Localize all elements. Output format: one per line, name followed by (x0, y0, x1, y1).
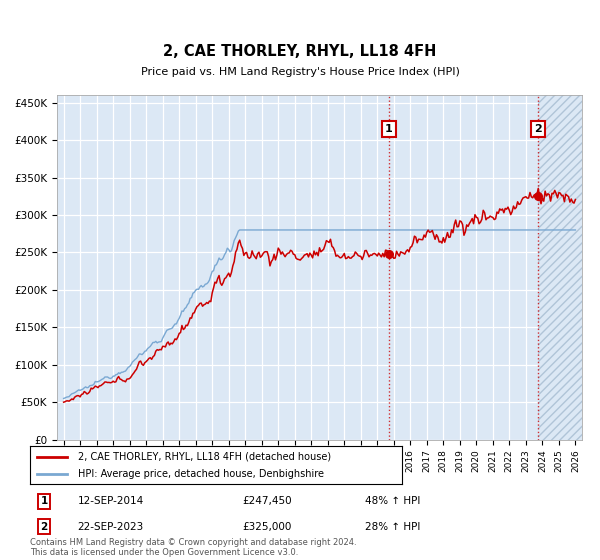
Text: 2, CAE THORLEY, RHYL, LL18 4FH (detached house): 2, CAE THORLEY, RHYL, LL18 4FH (detached… (79, 451, 331, 461)
Text: 22-SEP-2023: 22-SEP-2023 (77, 521, 143, 531)
Text: Contains HM Land Registry data © Crown copyright and database right 2024.
This d: Contains HM Land Registry data © Crown c… (30, 538, 356, 557)
Text: £247,450: £247,450 (242, 496, 292, 506)
Text: 1: 1 (40, 496, 47, 506)
Text: 2: 2 (533, 124, 541, 134)
Bar (538, 95, 582, 440)
Text: 2, CAE THORLEY, RHYL, LL18 4FH: 2, CAE THORLEY, RHYL, LL18 4FH (163, 44, 437, 59)
Text: 28% ↑ HPI: 28% ↑ HPI (365, 521, 420, 531)
Text: HPI: Average price, detached house, Denbighshire: HPI: Average price, detached house, Denb… (79, 469, 325, 479)
Text: 2: 2 (40, 521, 47, 531)
Text: £325,000: £325,000 (242, 521, 292, 531)
Text: 12-SEP-2014: 12-SEP-2014 (77, 496, 143, 506)
Text: 1: 1 (385, 124, 393, 134)
Text: 48% ↑ HPI: 48% ↑ HPI (365, 496, 420, 506)
Text: Price paid vs. HM Land Registry's House Price Index (HPI): Price paid vs. HM Land Registry's House … (140, 67, 460, 77)
